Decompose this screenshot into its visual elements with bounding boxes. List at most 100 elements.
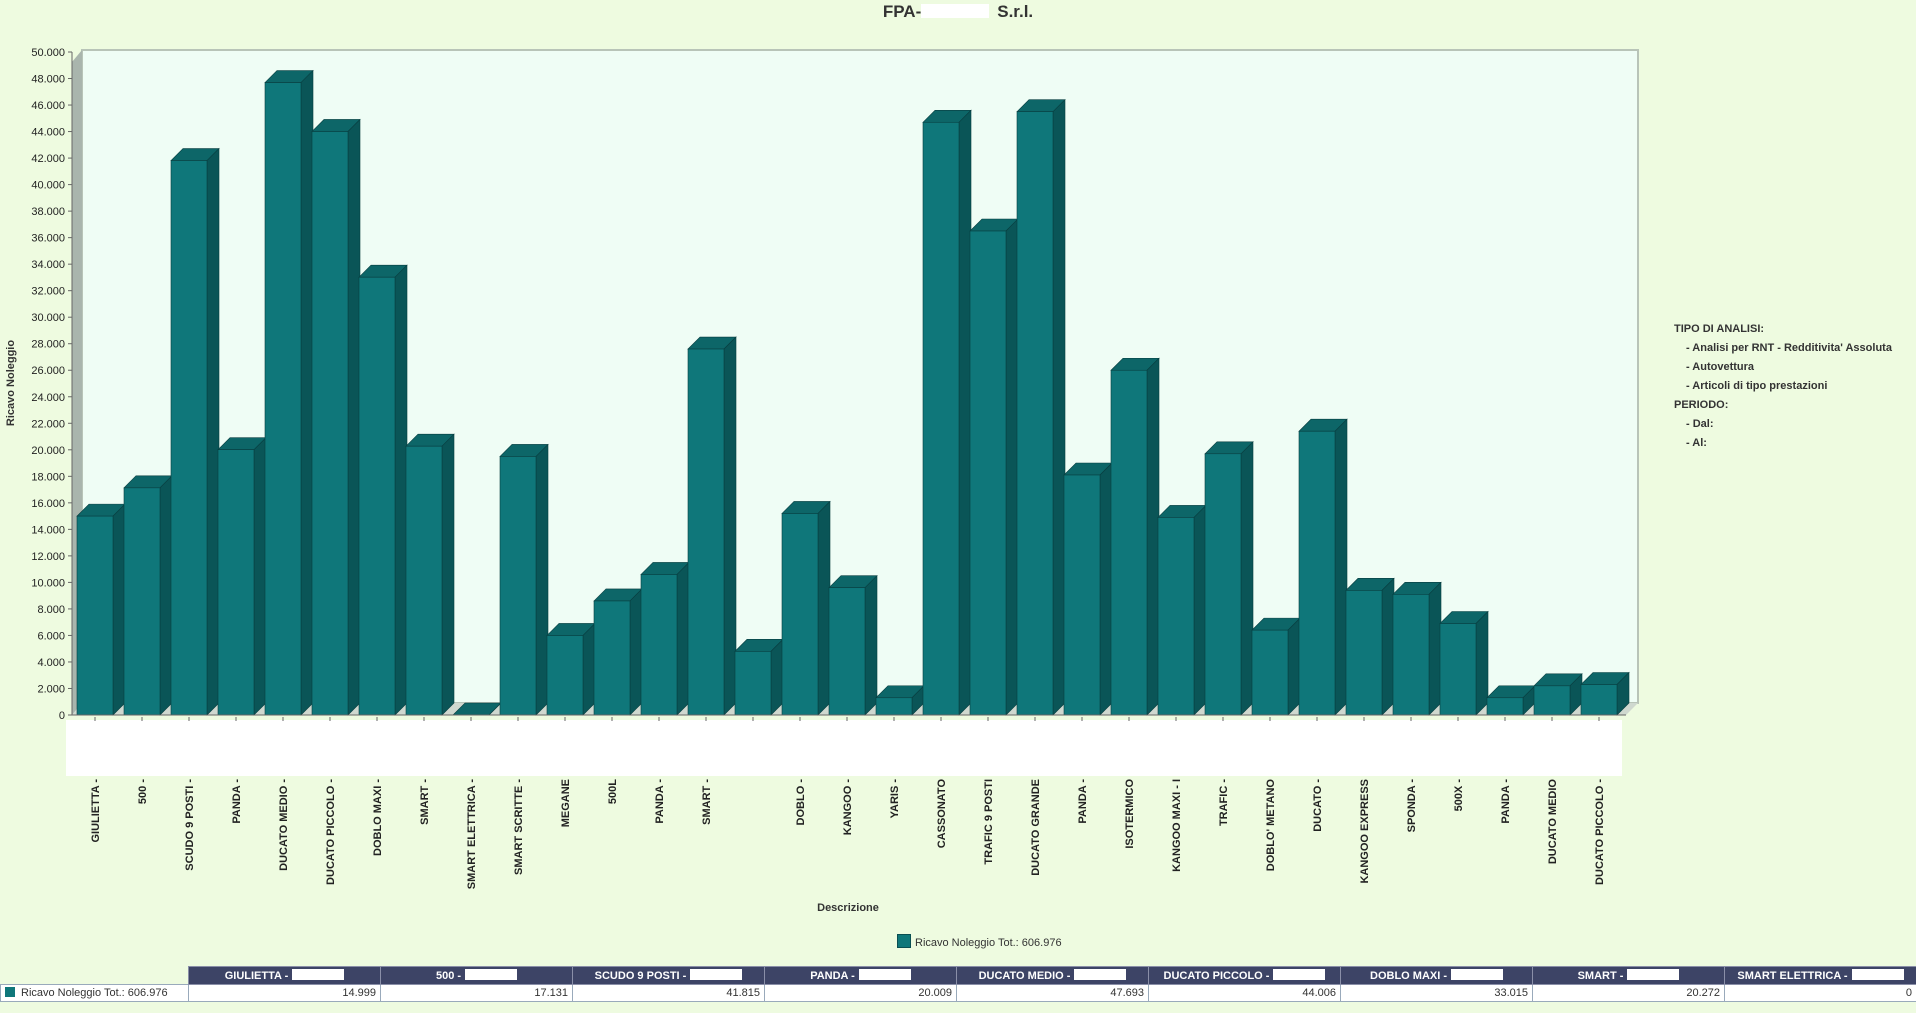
- y-tick-label: 30.000: [31, 312, 65, 324]
- tipo-analisi-label: TIPO DI ANALISI:: [1674, 323, 1765, 335]
- bar: [358, 264, 408, 716]
- y-tick-label: 32.000: [31, 286, 65, 298]
- bar: [969, 218, 1019, 716]
- y-tick-label: 44.000: [31, 127, 65, 139]
- y-tick-label: 38.000: [31, 206, 65, 218]
- y-tick-label: 48.000: [31, 74, 65, 86]
- x-tick-label: DUCATO PICCOLO -: [325, 779, 337, 885]
- bar: [123, 475, 173, 716]
- y-tick-label: 50.000: [31, 47, 65, 59]
- bar: [593, 588, 643, 716]
- bar: [922, 109, 972, 716]
- y-tick-label: 24.000: [31, 392, 65, 404]
- tipo-item: - Articoli di tipo prestazioni: [1686, 380, 1828, 392]
- x-tick-label: SMART -: [419, 779, 431, 825]
- x-tick-label: DOBLO' METANO: [1265, 779, 1277, 872]
- bar: [1251, 617, 1301, 716]
- table-cell: 33.015: [1340, 984, 1533, 1002]
- bar: [875, 685, 925, 716]
- bar: [734, 638, 784, 716]
- x-tick-label: 500L: [607, 779, 619, 804]
- table-header: SMART -: [1532, 966, 1725, 985]
- table-cell: 14.999: [188, 984, 381, 1002]
- bar: [170, 147, 220, 716]
- bar: [1580, 671, 1630, 716]
- y-tick-label: 18.000: [31, 471, 65, 483]
- x-tick-label: DOBLO MAXI -: [372, 779, 384, 856]
- bar-chart: 0 2.000 4.000 6.000 8.000 10.000 12.000 14.000 1…: [5, 47, 1639, 914]
- bar: [1486, 685, 1536, 716]
- row-label-text: Ricavo Noleggio Tot.: 606.976: [21, 987, 168, 999]
- y-tick-label: 40.000: [31, 180, 65, 192]
- table-cell: 47.693: [956, 984, 1149, 1002]
- x-tick-label: YARIS -: [889, 779, 901, 819]
- table-header: PANDA -: [764, 966, 957, 985]
- legend-label: Ricavo Noleggio Tot.: 606.976: [915, 937, 1062, 949]
- table-cell: 41.815: [572, 984, 765, 1002]
- redacted-block: [1627, 969, 1680, 980]
- x-tick-label: GIULIETTA -: [90, 779, 102, 843]
- redacted-block: [465, 969, 518, 980]
- y-tick-label: 42.000: [31, 153, 65, 165]
- y-tick-label: 26.000: [31, 365, 65, 377]
- x-tick-label: KANGOO MAXI - I: [1171, 779, 1183, 872]
- y-tick-label: 20.000: [31, 445, 65, 457]
- bar: [1110, 357, 1160, 716]
- y-tick-label: 14.000: [31, 524, 65, 536]
- redacted-block: [690, 969, 743, 980]
- x-tick-label: KANGOO EXPRESS: [1359, 779, 1371, 884]
- bar: [828, 574, 878, 716]
- bar: [499, 443, 549, 716]
- redacted-block: [858, 969, 911, 980]
- y-tick-label: 36.000: [31, 233, 65, 245]
- periodo-item: - Al:: [1686, 437, 1707, 449]
- y-tick-label: 12.000: [31, 551, 65, 563]
- y-tick-label: 28.000: [31, 339, 65, 351]
- redacted-block: [1074, 969, 1127, 980]
- bar: [76, 503, 126, 716]
- bar: [405, 433, 455, 716]
- x-tick-label: 500 -: [137, 779, 149, 804]
- x-tick-label: DUCATO MEDIO -: [278, 779, 290, 871]
- x-tick-label: DUCATO -: [1312, 779, 1324, 832]
- bar: [264, 69, 314, 716]
- chart-title: FPA- S.r.l.: [0, 2, 1916, 22]
- row-swatch: [5, 987, 15, 997]
- y-tick-label: 16.000: [31, 498, 65, 510]
- bar: [687, 336, 737, 716]
- redacted-block: [1451, 969, 1503, 980]
- periodo-item: - Dal:: [1686, 418, 1714, 430]
- y-tick-label: 8.000: [37, 604, 65, 616]
- bar: [1298, 418, 1348, 716]
- x-tick-label: TRAFIC -: [1218, 779, 1230, 826]
- table-header: DUCATO MEDIO -: [956, 966, 1149, 985]
- bar: [311, 118, 361, 716]
- x-tick-label: SCUDO 9 POSTI -: [184, 779, 196, 871]
- y-axis: 0 2.000 4.000 6.000 8.000 10.000 12.000 14.000 1…: [31, 47, 73, 722]
- table-header: SMART ELETTRICA -: [1724, 966, 1916, 985]
- analysis-info-panel: TIPO DI ANALISI: - Analisi per RNT - Red…: [1674, 320, 1892, 453]
- bar: [1345, 577, 1395, 716]
- y-tick-label: 4.000: [37, 657, 65, 669]
- bar: [1204, 441, 1254, 716]
- bar: [1157, 504, 1207, 716]
- bar: [781, 500, 831, 716]
- legend-swatch: [897, 934, 911, 948]
- bar: [1392, 581, 1442, 716]
- x-tick-label: CASSONATO: [936, 779, 948, 849]
- x-tick-label: MEGANE: [560, 779, 572, 827]
- table-header: 500 -: [380, 966, 573, 985]
- bar: [1063, 462, 1113, 716]
- x-tick-label: PANDA -: [1077, 779, 1089, 824]
- x-tick-label: PANDA -: [1500, 779, 1512, 824]
- title-prefix: FPA-: [882, 2, 922, 21]
- x-axis-label: Descrizione: [817, 902, 879, 914]
- redacted-block: [921, 4, 990, 18]
- table-corner: [0, 966, 189, 985]
- bar: [546, 622, 596, 716]
- x-tick-label: PANDA -: [654, 779, 666, 824]
- x-tick-label: DUCATO PICCOLO -: [1594, 779, 1606, 885]
- bar: [1533, 673, 1583, 716]
- table-row-label: Ricavo Noleggio Tot.: 606.976: [0, 984, 189, 1002]
- x-axis: GIULIETTA - 500 - SCUDO 9 POSTI - PANDA - DU…: [72, 714, 1626, 889]
